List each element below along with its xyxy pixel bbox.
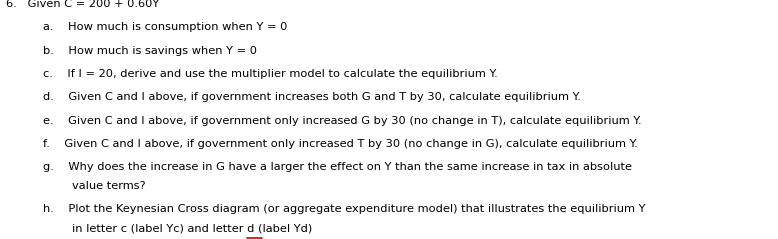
Text: f.    Given C and I above, if government only increased T by 30 (no change in G): f. Given C and I above, if government on… <box>43 139 638 149</box>
Text: h.    Plot the Keynesian Cross diagram (or aggregate expenditure model) that ill: h. Plot the Keynesian Cross diagram (or … <box>43 204 645 214</box>
Text: d.    Given C and I above, if government increases both G and T by 30, calculate: d. Given C and I above, if government in… <box>43 92 580 103</box>
Text: g.    Why does the increase in G have a larger the effect on Y than the same inc: g. Why does the increase in G have a lar… <box>43 162 632 172</box>
Text: in letter c (label Yc) and letter d (label Yd): in letter c (label Yc) and letter d (lab… <box>72 224 312 234</box>
Text: 6.   Given C = 200 + 0.60Y: 6. Given C = 200 + 0.60Y <box>6 0 159 9</box>
Text: b.    How much is savings when Y = 0: b. How much is savings when Y = 0 <box>43 46 257 56</box>
Text: c.    If I = 20, derive and use the multiplier model to calculate the equilibriu: c. If I = 20, derive and use the multipl… <box>43 69 498 79</box>
Text: e.    Given C and I above, if government only increased G by 30 (no change in T): e. Given C and I above, if government on… <box>43 116 641 126</box>
Text: value terms?: value terms? <box>72 181 145 191</box>
Text: a.    How much is consumption when Y = 0: a. How much is consumption when Y = 0 <box>43 22 287 33</box>
